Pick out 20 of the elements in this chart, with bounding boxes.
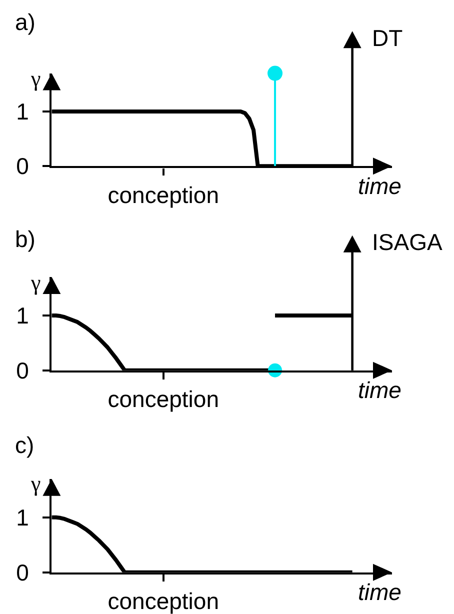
x-axis-title: time [358,173,402,199]
y2-axis-title: ISAGA [372,229,443,255]
y-tick-label: 0 [16,153,29,180]
x-tick-label: conception [108,182,219,208]
y2-axis-title: DT [372,25,403,51]
chart-title: c) [15,432,34,458]
y-tick-label: 0 [16,357,29,384]
y-axis-title: γ [30,471,41,496]
y-tick-label: 1 [16,302,29,329]
y-tick-label: 1 [16,504,29,530]
x-axis-title: time [358,579,402,605]
chart-title: a) [15,9,36,35]
x-tick-label: conception [108,588,219,614]
y-tick-label: 1 [16,98,29,125]
y-axis-title: γ [30,270,41,295]
y-axis-title: γ [30,66,41,91]
y-tick-label: 0 [16,559,29,586]
chart-title: b) [15,226,36,252]
x-axis-title: time [358,377,402,403]
x-tick-label: conception [108,386,219,412]
